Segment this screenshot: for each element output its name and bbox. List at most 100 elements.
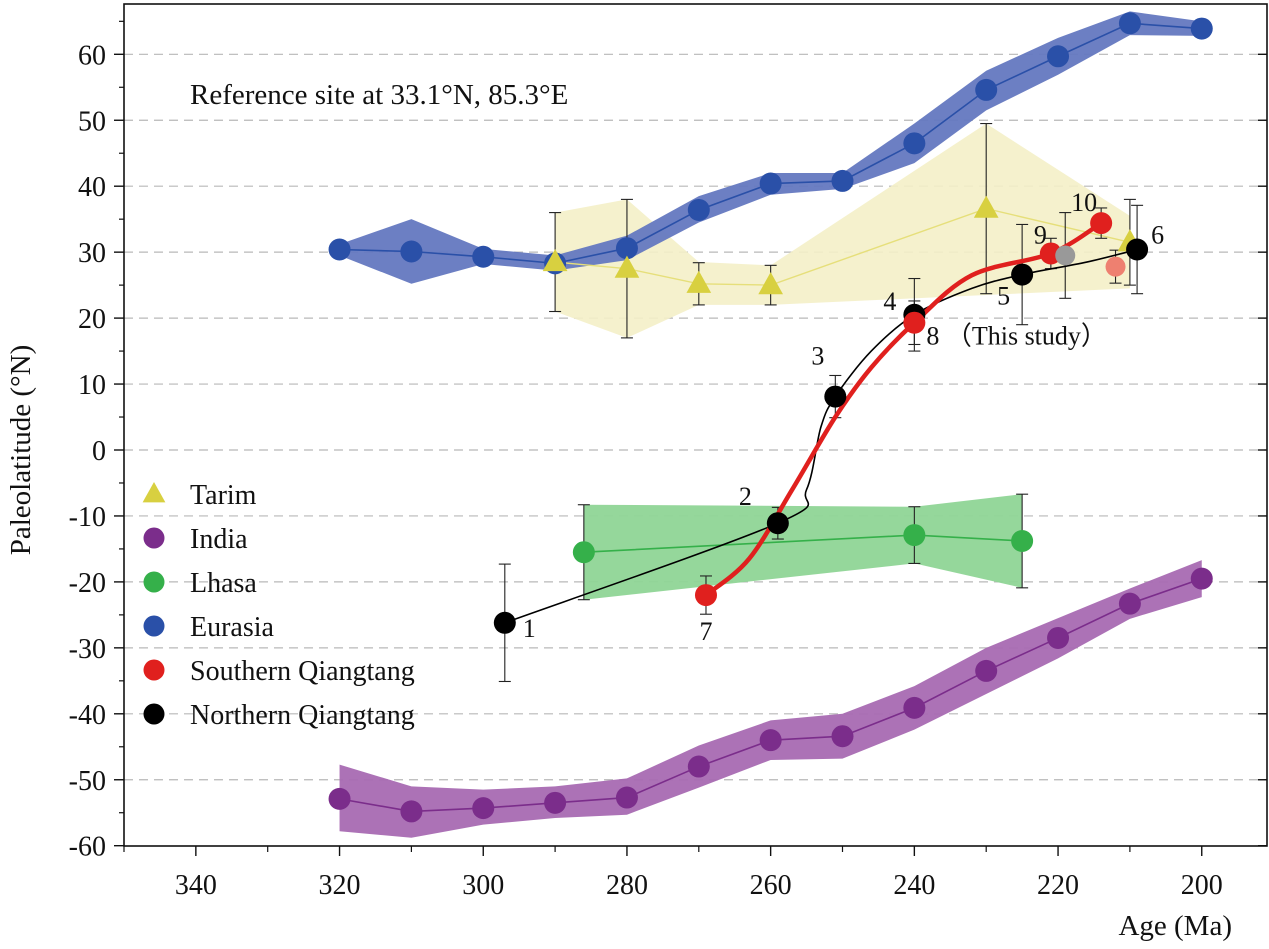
legend-eurasia-marker (143, 615, 165, 637)
x-tick-label: 300 (462, 870, 504, 901)
legend-southern-qiangtang-label: Southern Qiangtang (190, 656, 415, 687)
legend-tarim-label: Tarim (190, 480, 257, 511)
x-tick-label: 320 (319, 870, 361, 901)
x-tick-label: 240 (893, 870, 935, 901)
india-point (903, 696, 926, 719)
eurasia-point (759, 172, 782, 195)
legend-india-marker (143, 527, 165, 549)
point-label: 2 (739, 482, 752, 511)
northern-qiangtang-point (1011, 263, 1034, 286)
point-label: 3 (811, 342, 824, 371)
line-tarim (555, 207, 1131, 286)
band-india (339, 560, 1202, 838)
axes: 60 50 40 30 20 10 0 -10 -20 -30 -40 -50 -60 340 320 300… (69, 3, 1268, 901)
y-tick-label: -40 (69, 700, 106, 731)
southern-qiangtang-curve (703, 220, 1104, 598)
india-point (759, 729, 782, 752)
point-label: 5 (997, 282, 1010, 311)
eurasia-point (1047, 45, 1070, 68)
eurasia-point (400, 240, 423, 263)
y-axis-label: Paleolatitude (°N) (5, 345, 37, 556)
extra-point (1055, 245, 1076, 266)
legend-northern-qiangtang-marker (143, 703, 165, 725)
india-point (328, 787, 351, 810)
data-points (328, 12, 1213, 823)
legend-tarim-marker (142, 482, 166, 503)
y-tick-label: 60 (78, 40, 106, 71)
y-tick-label: -10 (69, 502, 106, 533)
southern-qiangtang-point (1090, 212, 1113, 235)
legend-lhasa-label: Lhasa (190, 568, 257, 599)
india-point (687, 755, 710, 778)
tarim-point (542, 249, 568, 272)
x-tick-label: 220 (1037, 870, 1079, 901)
tarim-point (758, 272, 783, 295)
lhasa-point (903, 524, 926, 547)
legend-southern-qiangtang-marker (143, 659, 165, 681)
extra-point (1105, 256, 1126, 277)
eurasia-point (903, 132, 926, 155)
eurasia-point (975, 78, 998, 101)
legend: Tarim India Lhasa Eurasia Southern Qiangtang… (142, 480, 415, 731)
eurasia-point (328, 238, 351, 261)
point-label: 4 (883, 287, 896, 316)
y-tick-label: 50 (78, 106, 106, 137)
india-point (400, 800, 423, 823)
series-lines (339, 22, 1203, 813)
legend-eurasia-label: Eurasia (190, 612, 275, 643)
india-point (544, 791, 567, 814)
point-label: 1 (523, 614, 536, 643)
plot-frame (123, 3, 1268, 847)
india-point (831, 725, 854, 748)
northern-qiangtang-point (493, 611, 516, 634)
y-tick-label: 0 (92, 436, 106, 467)
eurasia-point (1190, 17, 1213, 40)
x-tick-label: 200 (1181, 870, 1223, 901)
eurasia-point (831, 169, 854, 192)
lhasa-point (1011, 530, 1034, 553)
eurasia-point (472, 245, 495, 268)
y-tick-label: 10 (78, 370, 106, 401)
india-point (975, 659, 998, 682)
india-point (615, 786, 638, 809)
point-label: 8 （This study） (926, 322, 1107, 351)
point-label: 9 (1034, 220, 1047, 249)
northern-qiangtang-point (766, 512, 789, 535)
point-label: 7 (699, 617, 712, 646)
tarim-point (973, 195, 999, 218)
band-lhasa (583, 494, 1023, 600)
india-point (1190, 567, 1213, 590)
lhasa-point (572, 541, 595, 564)
point-labels: 1 2 3 4 5 6 7 8 （This study） 9 10 (523, 188, 1164, 646)
y-tick-label: -30 (69, 634, 106, 665)
x-axis-label: Age (Ma) (1118, 910, 1232, 942)
reference-site-annotation: Reference site at 33.1°N, 85.3°E (190, 79, 568, 111)
southern-qiangtang-point (903, 311, 926, 334)
eurasia-point (687, 198, 710, 221)
y-tick-label: -50 (69, 766, 106, 797)
india-point (1118, 592, 1141, 615)
point-label: 6 (1151, 221, 1164, 250)
point-label: 10 (1071, 188, 1097, 217)
eurasia-point (615, 237, 638, 260)
x-tick-label: 260 (750, 870, 792, 901)
y-tick-label: 20 (78, 304, 106, 335)
northern-qiangtang-point (1126, 238, 1149, 261)
y-tick-label: -60 (69, 832, 106, 863)
y-tick-label: 40 (78, 172, 106, 203)
eurasia-point (1118, 12, 1141, 35)
error-bars (498, 122, 1144, 683)
x-tick-label: 280 (606, 870, 648, 901)
tarim-point (686, 270, 712, 293)
legend-india-label: India (190, 524, 248, 555)
legend-northern-qiangtang-label: Northern Qiangtang (190, 700, 415, 731)
northern-qiangtang-point (824, 385, 847, 408)
x-tick-label: 340 (175, 870, 217, 901)
y-tick-label: -20 (69, 568, 106, 599)
legend-lhasa-marker (143, 571, 165, 593)
y-tick-label: 30 (78, 238, 106, 269)
india-point (472, 797, 495, 820)
india-point (1047, 626, 1070, 649)
tarim-point (614, 255, 640, 278)
